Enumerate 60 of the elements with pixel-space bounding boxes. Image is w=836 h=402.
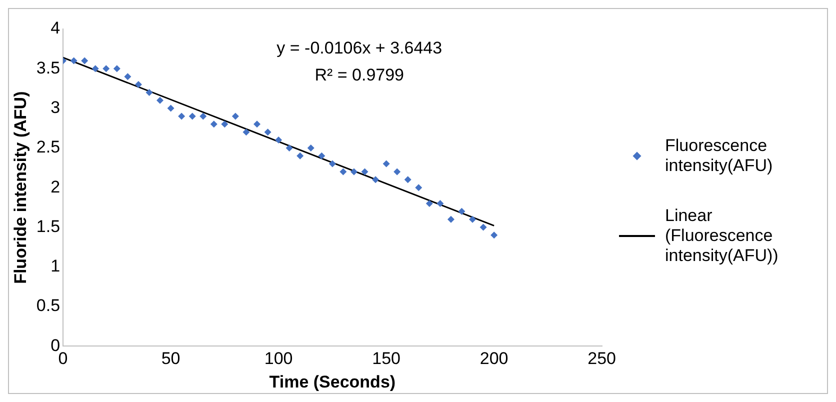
point [70, 57, 78, 64]
x-tick-label: 200 [480, 349, 508, 368]
y-tick-label: 4 [50, 18, 60, 38]
point [113, 65, 120, 72]
point [200, 112, 207, 120]
x-tick-label: 250 [588, 349, 616, 368]
point [350, 168, 358, 176]
y-axis-title: Fluoride intensity (AFU) [10, 91, 30, 284]
y-tick-label: 0 [50, 336, 60, 355]
point [469, 216, 476, 223]
point [124, 73, 132, 80]
annotation: R² = 0.9799 [314, 66, 404, 85]
point [328, 160, 336, 168]
point [426, 200, 433, 207]
point [134, 81, 142, 88]
y-tick-label: 2.5 [36, 138, 60, 157]
y-tick-label: 3.5 [36, 58, 60, 78]
x-tick-label: 150 [372, 349, 400, 368]
y-tick-label: 3 [50, 98, 60, 117]
point [436, 200, 444, 207]
point [480, 224, 487, 231]
point [318, 152, 326, 160]
point [361, 168, 368, 176]
point [275, 136, 282, 144]
point [447, 216, 454, 223]
point [253, 120, 260, 128]
y-tick-label: 1 [50, 256, 60, 276]
point [242, 128, 250, 136]
point [394, 168, 401, 176]
point [372, 176, 380, 184]
point [286, 144, 293, 152]
x-tick-label: 50 [161, 349, 180, 368]
point [415, 184, 422, 192]
point [382, 160, 390, 168]
point [146, 88, 153, 96]
point [221, 120, 228, 128]
point [458, 208, 466, 215]
y-tick-label: 2 [50, 177, 60, 196]
point [102, 65, 110, 72]
point [188, 112, 196, 120]
y-tick-label: 0.5 [36, 296, 60, 316]
point [296, 152, 304, 160]
y-tick-label: 1.5 [36, 216, 60, 236]
point [81, 57, 88, 64]
annotation: y = -0.0106x + 3.6443 [276, 38, 442, 58]
point [340, 168, 347, 176]
point [264, 128, 272, 136]
point [92, 65, 99, 72]
legend-label: Linear (Fluorescence intensity(AFU)) [665, 206, 780, 266]
point [232, 112, 239, 120]
point [307, 144, 314, 152]
point [167, 104, 174, 112]
point [490, 232, 498, 239]
point [210, 120, 218, 128]
x-tick-label: 100 [264, 349, 293, 368]
point [178, 112, 186, 120]
point [404, 176, 412, 184]
x-axis-title: Time (Seconds) [269, 372, 396, 392]
legend-label: Fluorescence intensity(AFU) [665, 136, 774, 176]
point [156, 96, 164, 104]
